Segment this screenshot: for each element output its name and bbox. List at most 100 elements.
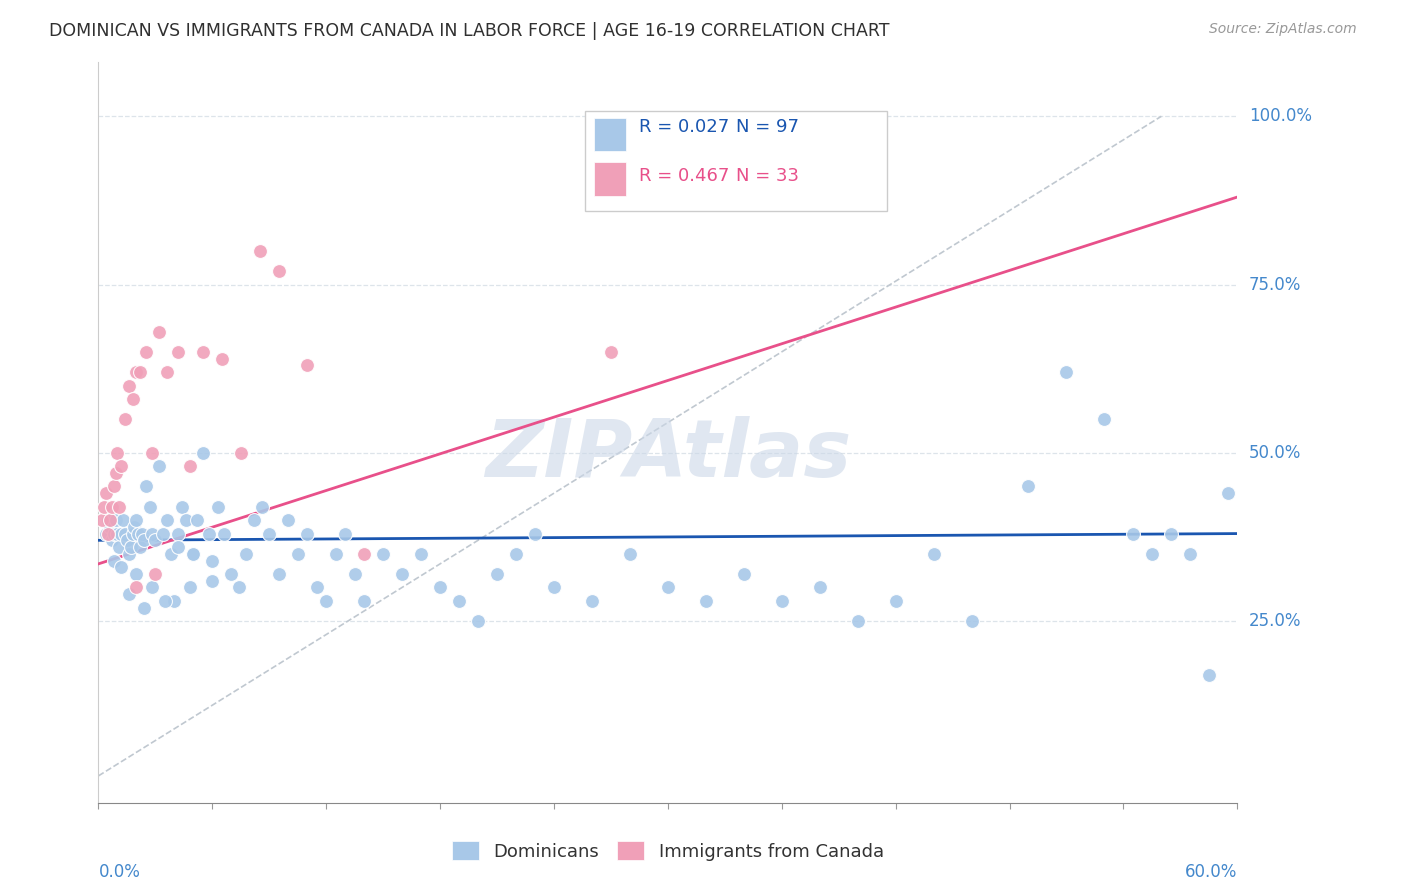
Point	[120, 540, 142, 554]
Point	[335, 526, 357, 541]
Point	[770, 594, 793, 608]
Point	[114, 412, 136, 426]
Point	[1140, 547, 1163, 561]
Point	[170, 500, 193, 514]
Point	[657, 581, 679, 595]
Point	[97, 526, 120, 541]
Point	[429, 581, 451, 595]
Text: R = 0.027: R = 0.027	[640, 118, 730, 136]
Point	[114, 526, 136, 541]
Point	[186, 513, 208, 527]
Point	[159, 547, 181, 561]
Point	[808, 581, 831, 595]
Point	[156, 365, 179, 379]
Point	[167, 344, 190, 359]
FancyBboxPatch shape	[593, 118, 626, 152]
Point	[543, 581, 565, 595]
Text: 50.0%: 50.0%	[1249, 444, 1301, 462]
Text: Source: ZipAtlas.com: Source: ZipAtlas.com	[1209, 22, 1357, 37]
Point	[141, 581, 163, 595]
Text: ZIPAtlas: ZIPAtlas	[485, 416, 851, 494]
Point	[125, 365, 148, 379]
Point	[118, 587, 141, 601]
Point	[121, 526, 143, 541]
Point	[103, 553, 125, 567]
Point	[179, 581, 201, 595]
Point	[156, 513, 179, 527]
Point	[148, 459, 170, 474]
Point	[100, 500, 122, 514]
Point	[249, 244, 271, 258]
Point	[201, 574, 224, 588]
Point	[960, 614, 983, 628]
Point	[94, 526, 117, 541]
Point	[131, 526, 153, 541]
Point	[107, 526, 129, 541]
Point	[127, 526, 149, 541]
Text: 100.0%: 100.0%	[1249, 107, 1312, 125]
Point	[153, 594, 176, 608]
Point	[197, 526, 219, 541]
Point	[207, 500, 229, 514]
Point	[163, 594, 186, 608]
Point	[141, 526, 163, 541]
Point	[243, 513, 266, 527]
Point	[152, 526, 174, 541]
Point	[391, 566, 413, 581]
Point	[104, 513, 127, 527]
Point	[287, 547, 309, 561]
Point	[110, 526, 132, 541]
Point	[98, 520, 121, 534]
Point	[449, 594, 471, 608]
Text: N = 33: N = 33	[737, 167, 799, 185]
Point	[353, 594, 375, 608]
Point	[467, 614, 489, 628]
Point	[1094, 412, 1116, 426]
Point	[125, 581, 148, 595]
Point	[91, 513, 114, 527]
Point	[371, 547, 394, 561]
Point	[183, 547, 205, 561]
Point	[1216, 486, 1239, 500]
Legend: Dominicans, Immigrants from Canada: Dominicans, Immigrants from Canada	[444, 834, 891, 868]
Point	[112, 513, 135, 527]
Point	[1056, 365, 1078, 379]
Point	[183, 547, 205, 561]
Point	[695, 594, 717, 608]
Point	[98, 513, 121, 527]
Point	[1018, 479, 1040, 493]
Point	[343, 566, 366, 581]
Point	[132, 600, 155, 615]
Point	[97, 513, 120, 527]
Point	[1178, 547, 1201, 561]
Point	[141, 446, 163, 460]
Point	[201, 553, 224, 567]
Point	[100, 533, 122, 548]
Point	[486, 566, 509, 581]
Point	[846, 614, 869, 628]
Point	[148, 325, 170, 339]
Point	[121, 392, 143, 406]
Point	[259, 526, 281, 541]
FancyBboxPatch shape	[593, 162, 626, 195]
Point	[250, 500, 273, 514]
Point	[191, 446, 214, 460]
Point	[94, 486, 117, 500]
Point	[325, 547, 347, 561]
Point	[267, 264, 290, 278]
Point	[118, 547, 141, 561]
Point	[174, 513, 197, 527]
Point	[267, 566, 290, 581]
Point	[305, 581, 328, 595]
Point	[191, 344, 214, 359]
Point	[277, 513, 299, 527]
Point	[228, 581, 250, 595]
Point	[135, 344, 157, 359]
Point	[884, 594, 907, 608]
Point	[922, 547, 945, 561]
Point	[353, 547, 375, 561]
Text: 75.0%: 75.0%	[1249, 276, 1301, 293]
Text: 0.0%: 0.0%	[98, 863, 141, 881]
Point	[145, 566, 167, 581]
Point	[125, 566, 148, 581]
